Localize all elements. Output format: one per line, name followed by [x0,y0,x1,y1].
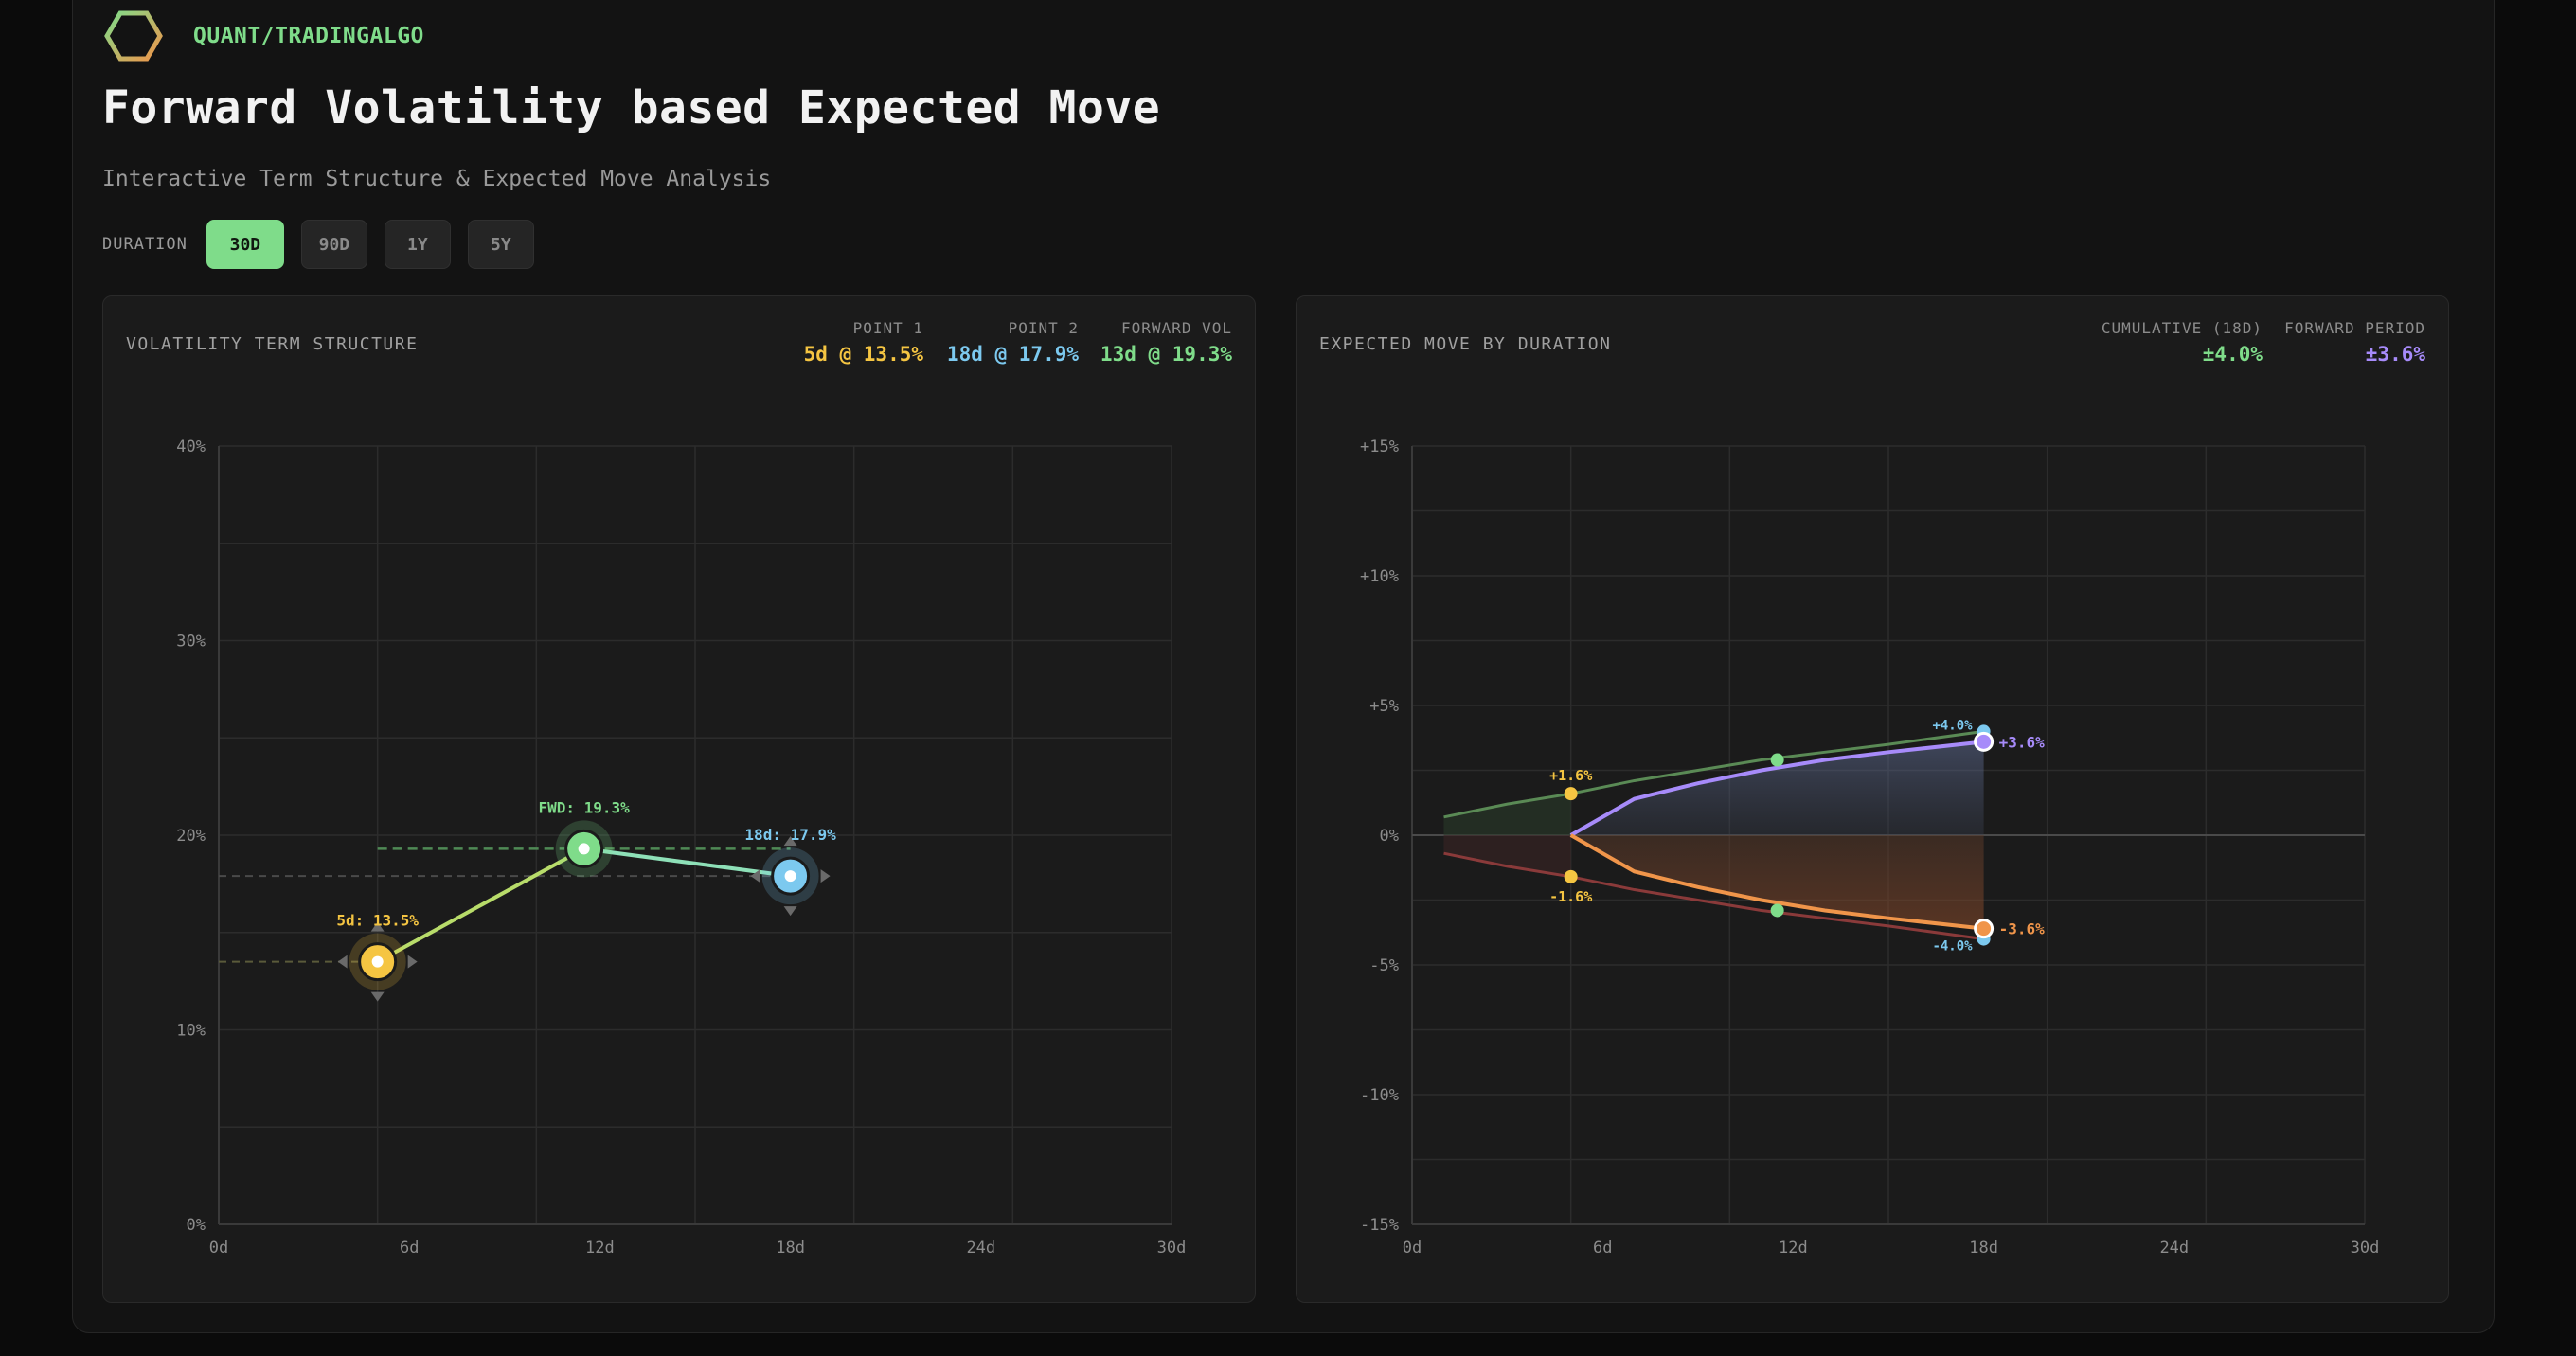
stat-cumulative: CUMULATIVE (18D) ±4.0% [2102,319,2263,366]
x-tick-label: 0d [1403,1239,1422,1258]
x-tick-label: 12d [585,1239,615,1258]
forward-vol-label: FWD: 19.3% [538,798,630,816]
drag-left-arrow [750,869,760,883]
point1-lower-marker [1564,869,1578,883]
panel-title: EXPECTED MOVE BY DURATION [1319,334,1612,354]
panel-title: VOLATILITY TERM STRUCTURE [126,334,419,354]
point1-label: 5d: 13.5% [336,912,419,930]
y-tick-label: -10% [1360,1086,1399,1105]
stat-label: FORWARD VOL [1121,319,1232,337]
forward-upper-area [1570,741,1984,835]
x-tick-label: 12d [1779,1239,1808,1258]
cumulative-upper-area [1443,794,1571,835]
point2-upper-label: +4.0% [1932,718,1973,733]
page-title: Forward Volatility based Expected Move [102,81,1161,134]
cumulative-upper-line [1443,729,1984,819]
forward-lower-label: -3.6% [1999,920,2046,938]
forward-upper-end-marker [1974,731,1995,752]
term-structure-segment-1 [376,847,585,964]
stat-label: POINT 1 [852,319,923,337]
forward-lower-marker [1770,903,1784,918]
forward-lower-area [1570,835,1984,929]
drag-down-arrow [370,991,385,1002]
y-tick-label: +5% [1369,697,1399,716]
drag-right-arrow [407,955,418,969]
y-tick-label: +10% [1360,567,1399,586]
point2-marker-center [784,870,796,883]
duration-90d-button[interactable]: 90D [300,220,367,269]
stat-forward-vol: FORWARD VOL 13d @ 19.3% [1100,319,1232,366]
duration-30d-button[interactable]: 30D [206,220,284,269]
drag-up-arrow [783,836,797,847]
y-tick-label: 0% [1380,827,1399,846]
duration-5y-button[interactable]: 5Y [467,220,534,269]
y-tick-label: 20% [176,827,206,846]
point1-lower-label: -1.6% [1549,888,1592,905]
brand: QUANT/TRADINGALGO [104,8,424,64]
drag-left-arrow [337,955,348,969]
stat-label: CUMULATIVE (18D) [2101,319,2263,337]
x-tick-label: 30d [1157,1239,1187,1258]
forward-upper-marker [1770,753,1784,767]
stat-value: 5d @ 13.5% [803,343,923,366]
drag-right-arrow [820,869,831,883]
point2-lower-label: -4.0% [1932,939,1973,955]
x-tick-label: 24d [966,1239,995,1258]
forward-upper-label: +3.6% [1999,733,2046,751]
stat-forward-period: FORWARD PERIOD ±3.6% [2284,319,2425,366]
forward-vol-marker-center [578,843,590,855]
expected-move-panel: EXPECTED MOVE BY DURATION CUMULATIVE (18… [1296,295,2449,1303]
point1-upper-label: +1.6% [1549,767,1592,784]
brand-name: QUANT/TRADINGALGO [193,24,424,48]
x-tick-label: 0d [209,1239,228,1258]
point2-label: 18d: 17.9% [744,826,836,844]
x-tick-label: 6d [1593,1239,1612,1258]
y-tick-label: +15% [1360,437,1399,456]
stat-value: 18d @ 17.9% [946,343,1079,366]
stat-point-2: POINT 2 18d @ 17.9% [947,319,1079,366]
page-subtitle: Interactive Term Structure & Expected Mo… [102,167,772,191]
forward-lower-line [1569,833,1984,931]
y-tick-label: 0% [187,1216,206,1235]
stat-value: ±4.0% [2202,343,2263,366]
stat-value: 13d @ 19.3% [1100,343,1232,366]
point1-upper-marker [1564,787,1578,801]
volatility-term-structure-panel: VOLATILITY TERM STRUCTURE POINT 1 5d @ 1… [102,295,1256,1303]
hexagon-logo-icon [104,10,163,62]
y-tick-label: 30% [176,633,206,651]
x-tick-label: 6d [400,1239,419,1258]
expected-move-chart: 0d 6d 12d 18d 24d 30d +15% +10% +5% 0% -5% -10% -15%… [1360,437,2380,1258]
duration-selector: DURATION 30D 90D 1Y 5Y [102,220,551,269]
y-tick-label: -15% [1360,1216,1399,1235]
y-tick-label: 10% [176,1022,206,1041]
forward-lower-end-marker [1974,919,1995,939]
x-tick-label: 18d [1969,1239,1998,1258]
y-tick-label: 40% [176,437,206,456]
drag-down-arrow [783,906,797,917]
x-tick-label: 24d [2159,1239,2189,1258]
stat-point-1: POINT 1 5d @ 13.5% [804,319,923,366]
term-structure-chart[interactable]: 0d 6d 12d 18d 24d 30d 0% 10% 20% 30% 40% 5d: 13.5%… [103,296,1255,1302]
forward-upper-line [1569,740,1984,837]
stat-value: ±3.6% [2365,343,2425,366]
y-tick-label: -5% [1369,956,1399,975]
duration-label: DURATION [102,235,188,254]
cumulative-lower-line [1443,851,1984,941]
stat-label: POINT 2 [1008,319,1079,337]
stat-label: FORWARD PERIOD [2284,319,2425,337]
point1-marker-center [371,955,384,968]
duration-1y-button[interactable]: 1Y [384,220,451,269]
drag-up-arrow [370,921,385,932]
cumulative-lower-area [1443,835,1571,877]
term-structure-segment-2 [583,847,791,879]
x-tick-label: 30d [2351,1239,2380,1258]
x-tick-label: 18d [776,1239,805,1258]
